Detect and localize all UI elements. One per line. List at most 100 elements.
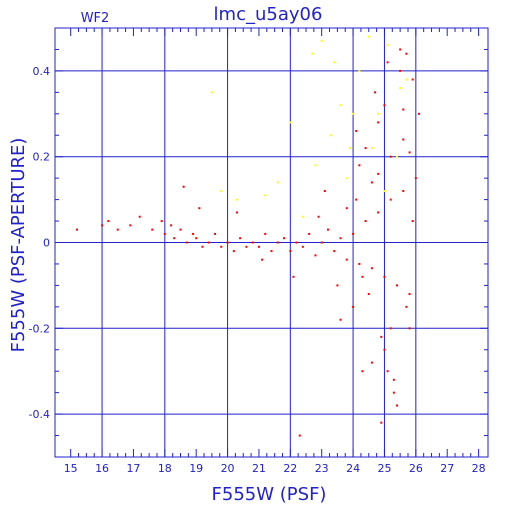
data-point [409,151,411,153]
data-point [340,104,342,106]
data-point [277,242,279,244]
data-point [321,40,323,42]
data-point [164,233,166,235]
data-point [299,435,301,437]
y-tick-label: -0.4 [29,408,50,421]
data-point [227,242,229,244]
data-point [271,250,273,252]
data-point [330,134,332,136]
data-point [183,186,185,188]
data-point [402,139,404,141]
data-point [368,293,370,295]
data-point [296,242,298,244]
data-point [321,242,323,244]
data-point [211,91,213,93]
data-point [371,181,373,183]
data-point [76,229,78,231]
data-point [311,53,313,55]
data-point [371,147,373,149]
data-point [239,237,241,239]
data-point [292,276,294,278]
panel-label: WF2 [81,11,110,26]
data-point [214,233,216,235]
data-point [412,78,414,80]
data-point [387,44,389,46]
data-point [236,199,238,201]
data-point [264,233,266,235]
data-point [346,207,348,209]
data-point [358,70,360,72]
x-tick-label: 25 [377,462,391,475]
data-point [180,229,182,231]
data-point [412,220,414,222]
data-point [358,164,360,166]
x-tick-label: 17 [126,462,140,475]
y-tick-label: 0.2 [33,151,51,164]
data-point [161,220,163,222]
data-point [346,177,348,179]
x-tick-label: 15 [64,462,78,475]
data-point [405,78,407,80]
data-point [129,224,131,226]
data-point [387,370,389,372]
x-tick-label: 20 [221,462,235,475]
data-point [380,336,382,338]
data-point [377,211,379,213]
x-tick-label: 21 [252,462,266,475]
data-point [399,70,401,72]
data-point [333,61,335,63]
data-point [346,259,348,261]
data-point [208,242,210,244]
data-point [358,263,360,265]
data-point [405,306,407,308]
data-point [289,121,291,123]
data-point [383,276,385,278]
data-point [117,229,119,231]
data-point [252,242,254,244]
data-point [233,250,235,252]
data-point [390,156,392,158]
data-point [318,216,320,218]
data-point [324,190,326,192]
chart-title: lmc_u5ay06 [214,4,323,25]
data-point [402,190,404,192]
data-point [377,121,379,123]
x-tick-label: 19 [189,462,203,475]
data-point [365,147,367,149]
data-point [352,233,354,235]
y-axis-label: F555W (PSF-APERTURE) [8,138,29,353]
data-point [396,284,398,286]
data-point [393,379,395,381]
data-point [101,224,103,226]
data-point [383,104,385,106]
data-point [336,284,338,286]
data-point [314,164,316,166]
data-point [383,190,385,192]
data-point [340,237,342,239]
data-point [352,113,354,115]
data-point [405,53,407,55]
data-point [365,220,367,222]
x-tick-label: 18 [158,462,172,475]
data-point [355,199,357,201]
data-point [355,130,357,132]
data-point [173,237,175,239]
data-point [170,224,172,226]
data-point [308,233,310,235]
x-tick-label: 16 [95,462,109,475]
data-point [387,61,389,63]
data-point [258,246,260,248]
data-point [302,246,304,248]
data-point [151,229,153,231]
x-tick-label: 26 [409,462,423,475]
data-point [390,199,392,201]
data-point [380,422,382,424]
data-point [283,237,285,239]
data-point [220,190,222,192]
data-point [340,319,342,321]
data-point [396,156,398,158]
data-point [399,48,401,50]
data-point [220,246,222,248]
data-point [236,211,238,213]
